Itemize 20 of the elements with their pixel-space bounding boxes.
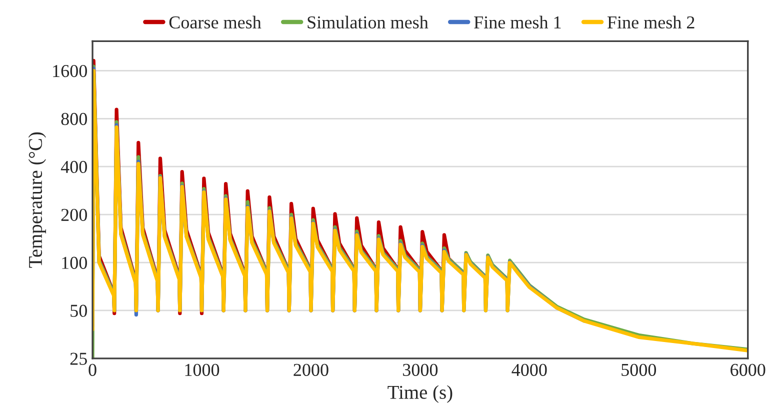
x-axis-title: Time (s) <box>388 385 452 403</box>
x-tick-label: 4000 <box>512 364 547 376</box>
y-axis-title: Temperature (°C) <box>28 132 46 268</box>
x-tick-label: 5000 <box>622 364 656 376</box>
x-tick-label: 1000 <box>185 364 220 376</box>
legend-label: Simulation mesh <box>308 16 428 29</box>
y-tick-label: 400 <box>60 160 87 174</box>
x-tick-label: 6000 <box>730 364 766 376</box>
legend-label: Fine mesh 2 <box>607 16 694 29</box>
y-tick-label: 50 <box>70 304 87 317</box>
legend-label: Coarse mesh <box>169 16 262 29</box>
y-tick-label: 100 <box>62 256 87 269</box>
legend-label: Fine mesh 1 <box>474 16 561 29</box>
y-tick-label: 25 <box>70 352 87 365</box>
y-tick-label: 800 <box>61 112 87 126</box>
x-tick-label: 0 <box>88 364 96 376</box>
x-tick-label: 2000 <box>294 364 328 376</box>
x-tick-label: 3000 <box>403 364 438 376</box>
y-tick-label: 1600 <box>53 64 87 78</box>
y-tick-label: 200 <box>61 208 87 222</box>
